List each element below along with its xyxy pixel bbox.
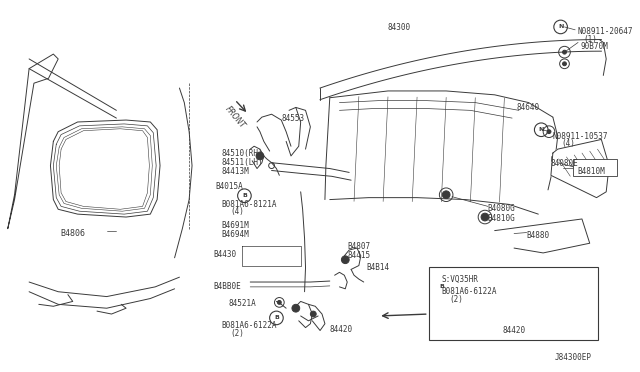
Text: 84511(LH): 84511(LH) — [221, 158, 263, 167]
Text: B081A6-8121A: B081A6-8121A — [221, 200, 276, 209]
Text: 84415: 84415 — [348, 251, 371, 260]
Text: (2): (2) — [449, 295, 463, 304]
Text: 84420: 84420 — [502, 326, 525, 335]
Circle shape — [292, 304, 300, 312]
Text: B081A6-6122A: B081A6-6122A — [442, 287, 497, 296]
Text: B4080G: B4080G — [488, 205, 516, 214]
Text: 84521A: 84521A — [229, 298, 257, 308]
Text: B: B — [242, 193, 247, 198]
Text: 84553: 84553 — [281, 114, 305, 123]
Text: 84510(RH): 84510(RH) — [221, 149, 263, 158]
Text: B: B — [440, 284, 445, 289]
Circle shape — [483, 318, 488, 323]
Circle shape — [463, 323, 468, 328]
Text: B4806: B4806 — [60, 229, 85, 238]
Text: 84420: 84420 — [330, 325, 353, 334]
Text: B: B — [274, 315, 279, 320]
Text: 90B70M: 90B70M — [580, 42, 608, 51]
Circle shape — [341, 256, 349, 264]
Text: N: N — [538, 127, 544, 132]
Text: (2): (2) — [231, 328, 244, 337]
Circle shape — [563, 62, 566, 66]
Circle shape — [256, 152, 264, 160]
Text: B4BB0E: B4BB0E — [213, 282, 241, 291]
Text: (4): (4) — [231, 207, 244, 217]
Circle shape — [547, 130, 551, 134]
Text: B4B14: B4B14 — [367, 263, 390, 272]
Text: (1): (1) — [583, 35, 596, 44]
Circle shape — [442, 191, 450, 199]
Text: B4691M: B4691M — [221, 221, 249, 230]
Text: FRONT: FRONT — [223, 104, 246, 130]
Text: N: N — [558, 25, 563, 29]
Text: B4015A: B4015A — [215, 182, 243, 191]
Text: J84300EP: J84300EP — [555, 353, 592, 362]
Text: 84640: 84640 — [517, 103, 540, 112]
Circle shape — [481, 213, 489, 221]
Text: N08911-10537: N08911-10537 — [553, 132, 609, 141]
Text: (4): (4) — [561, 140, 575, 148]
Text: 84300: 84300 — [388, 23, 411, 32]
Text: B4810G: B4810G — [488, 214, 516, 223]
Text: 84080E: 84080E — [551, 159, 579, 168]
Text: B4880: B4880 — [527, 231, 550, 240]
Circle shape — [277, 301, 281, 304]
Circle shape — [563, 50, 566, 54]
Text: N08911-20647: N08911-20647 — [577, 27, 632, 36]
Text: B4430: B4430 — [213, 250, 237, 259]
Text: B4807: B4807 — [348, 242, 371, 251]
Text: B081A6-6122A: B081A6-6122A — [221, 321, 276, 330]
FancyBboxPatch shape — [429, 267, 598, 340]
Text: B4694M: B4694M — [221, 230, 249, 239]
Circle shape — [310, 311, 316, 317]
Text: S:VQ35HR: S:VQ35HR — [442, 275, 478, 284]
Text: B4810M: B4810M — [577, 167, 605, 176]
Polygon shape — [551, 140, 609, 198]
FancyBboxPatch shape — [573, 159, 617, 176]
Text: 84413M: 84413M — [221, 167, 249, 176]
